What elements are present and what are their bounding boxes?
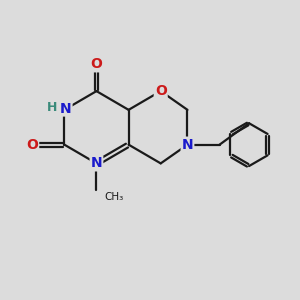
Text: CH₃: CH₃ <box>104 192 124 202</box>
Text: N: N <box>91 156 102 170</box>
Text: N: N <box>182 138 193 152</box>
Text: O: O <box>155 84 167 98</box>
Text: H: H <box>47 101 58 115</box>
Text: O: O <box>26 138 38 152</box>
Text: O: O <box>91 57 102 71</box>
Text: N: N <box>60 101 71 116</box>
